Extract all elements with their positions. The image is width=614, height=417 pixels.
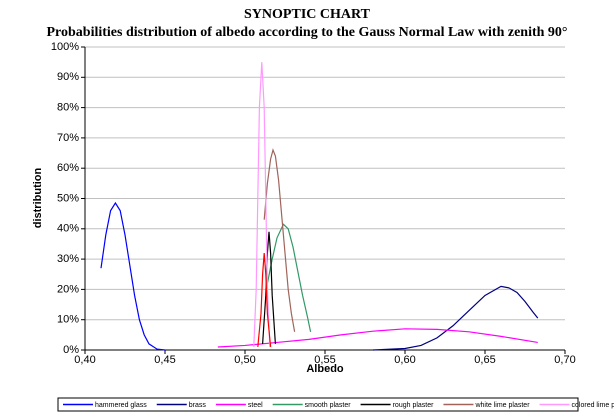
legend-label: smooth plaster [305, 402, 352, 409]
chart-subtitle: Probabilities distribution of albedo acc… [46, 25, 567, 40]
legend-label: rough plaster [393, 402, 435, 409]
x-tick-label: 0,50 [234, 354, 255, 366]
y-tick-label: 10% [57, 314, 79, 326]
legend-label: white lime plaster [474, 402, 530, 409]
chart-title: SYNOPTIC CHART [244, 7, 371, 22]
series-line [257, 252, 272, 348]
x-tick-label: 0,55 [314, 354, 335, 366]
legend-label: steel [248, 402, 263, 409]
y-tick-label: 40% [57, 223, 79, 235]
y-tick-label: 0% [63, 344, 79, 356]
y-tick-label: 80% [57, 102, 79, 114]
y-tick-label: 50% [57, 192, 79, 204]
y-tick-label: 70% [57, 132, 79, 144]
legend-label: colored lime plaster [572, 402, 614, 409]
y-tick-label: 90% [57, 71, 79, 83]
x-tick-label: 0,70 [554, 354, 575, 366]
series-line [253, 62, 271, 347]
x-tick-label: 0,60 [394, 354, 415, 366]
y-tick-label: 100% [51, 41, 79, 53]
legend-box [57, 397, 579, 412]
y-tick-label: 20% [57, 283, 79, 295]
series-line [217, 328, 538, 348]
series-line [263, 148, 296, 332]
y-axis-label: distribution [32, 167, 44, 228]
legend-label: hammered glass [95, 402, 147, 409]
legend-label: brass [189, 402, 207, 409]
y-tick-label: 60% [57, 162, 79, 174]
y-tick-label: 30% [57, 253, 79, 265]
series-line [262, 231, 276, 344]
x-tick-label: 0,45 [154, 354, 175, 366]
x-tick-label: 0,40 [74, 354, 95, 366]
x-tick-label: 0,65 [474, 354, 495, 366]
series-line [100, 201, 166, 351]
series-line [266, 223, 312, 332]
x-axis-label: Albedo [306, 363, 344, 375]
series-line [372, 285, 539, 351]
